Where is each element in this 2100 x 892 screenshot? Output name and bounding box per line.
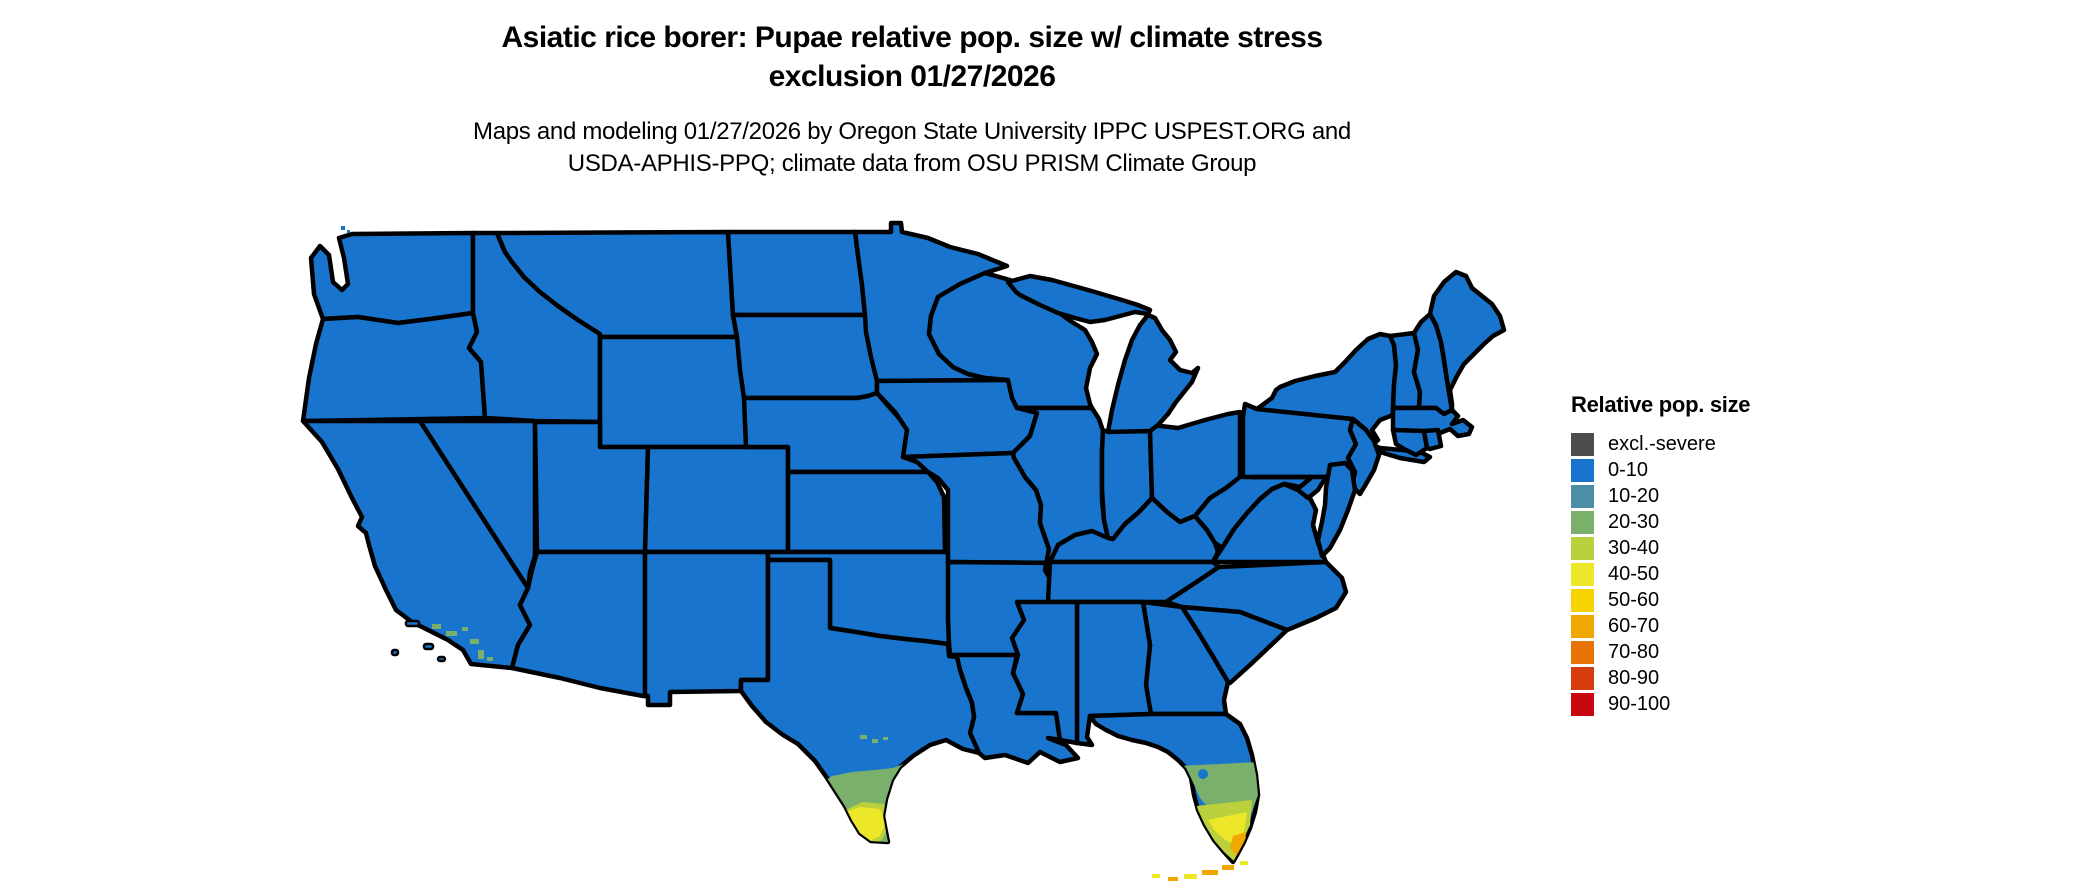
map-subtitle-line2: USDA-APHIS-PPQ; climate data from OSU PR…: [567, 150, 1257, 177]
legend-label: 90-100: [1608, 693, 1671, 715]
legend-label: 10-20: [1608, 485, 1660, 507]
legend-swatch-40-50: [1571, 562, 1594, 586]
legend-swatch-60-70: [1571, 614, 1594, 638]
legend-item: 10-20: [1571, 483, 1750, 509]
state-maine: [1427, 269, 1507, 413]
legend-swatch-50-60: [1571, 588, 1594, 612]
legend-swatch-0-10: [1571, 458, 1594, 482]
lake-okeechobee: [1198, 769, 1208, 779]
legend-label: 20-30: [1608, 511, 1660, 533]
state-michigan-lower: [1105, 312, 1201, 435]
state-michigan-upper: [1005, 273, 1153, 325]
map-title: Asiatic rice borer: Pupae relative pop. …: [312, 18, 1512, 96]
state-wyoming: [597, 334, 755, 450]
legend-item: 60-70: [1571, 613, 1750, 639]
legend: Relative pop. size excl.-severe 0-10 10-…: [1571, 392, 1751, 717]
map-subtitle: Maps and modeling 01/27/2026 by Oregon S…: [312, 116, 1512, 180]
legend-title: Relative pop. size: [1571, 392, 1751, 417]
state-maryland: [1249, 474, 1329, 501]
legend-swatch-70-80: [1571, 640, 1594, 664]
legend-label: 80-90: [1608, 667, 1660, 689]
legend-label: 40-50: [1608, 563, 1660, 585]
legend-swatch-90-100: [1571, 692, 1594, 716]
state-kansas: [785, 469, 948, 555]
legend-label: 0-10: [1608, 459, 1649, 481]
texas-coast-patches: [860, 735, 888, 743]
state-mississippi: [1009, 599, 1080, 746]
channel-islands: [390, 619, 447, 663]
map-title-line1: Asiatic rice borer: Pupae relative pop. …: [501, 21, 1323, 54]
state-south-dakota: [730, 312, 880, 401]
state-oregon: [300, 310, 488, 424]
legend-item: 50-60: [1571, 587, 1750, 613]
state-colorado: [642, 444, 791, 555]
state-rhode-island: [1421, 427, 1444, 452]
legend-item: excl.-severe: [1571, 431, 1750, 457]
legend-item: 30-40: [1571, 535, 1750, 561]
florida-keys: [1152, 861, 1248, 881]
map-title-line2: exclusion 01/27/2026: [768, 60, 1056, 93]
legend-label: 70-80: [1608, 641, 1660, 663]
legend-label: 60-70: [1608, 615, 1660, 637]
legend-swatch-80-90: [1571, 666, 1594, 690]
legend-swatch-10-20: [1571, 484, 1594, 508]
states-layer: [300, 220, 1507, 862]
legend-label: excl.-severe: [1608, 433, 1716, 455]
legend-item: 0-10: [1571, 457, 1750, 483]
legend-swatch-20-30: [1571, 510, 1594, 534]
legend-item: 40-50: [1571, 561, 1750, 587]
legend-item: 20-30: [1571, 509, 1750, 535]
socal-patches: [432, 624, 493, 661]
delmarva-peninsula: [1315, 460, 1358, 559]
legend-item: 90-100: [1571, 691, 1750, 717]
legend-item: 70-80: [1571, 639, 1750, 665]
state-washington: [308, 230, 476, 326]
legend-item: 80-90: [1571, 665, 1750, 691]
legend-swatch-30-40: [1571, 536, 1594, 560]
legend-label: 30-40: [1608, 537, 1660, 559]
map-subtitle-line1: Maps and modeling 01/27/2026 by Oregon S…: [473, 118, 1351, 145]
texas-zone-40-50: [840, 807, 886, 841]
state-north-carolina: [1163, 559, 1349, 633]
state-new-jersey: [1345, 416, 1382, 497]
state-north-dakota: [725, 229, 868, 318]
state-arizona: [509, 549, 648, 699]
legend-swatch-excl-severe: [1571, 432, 1594, 456]
puget-sound-islands: [341, 226, 350, 233]
legend-label: 50-60: [1608, 589, 1660, 611]
